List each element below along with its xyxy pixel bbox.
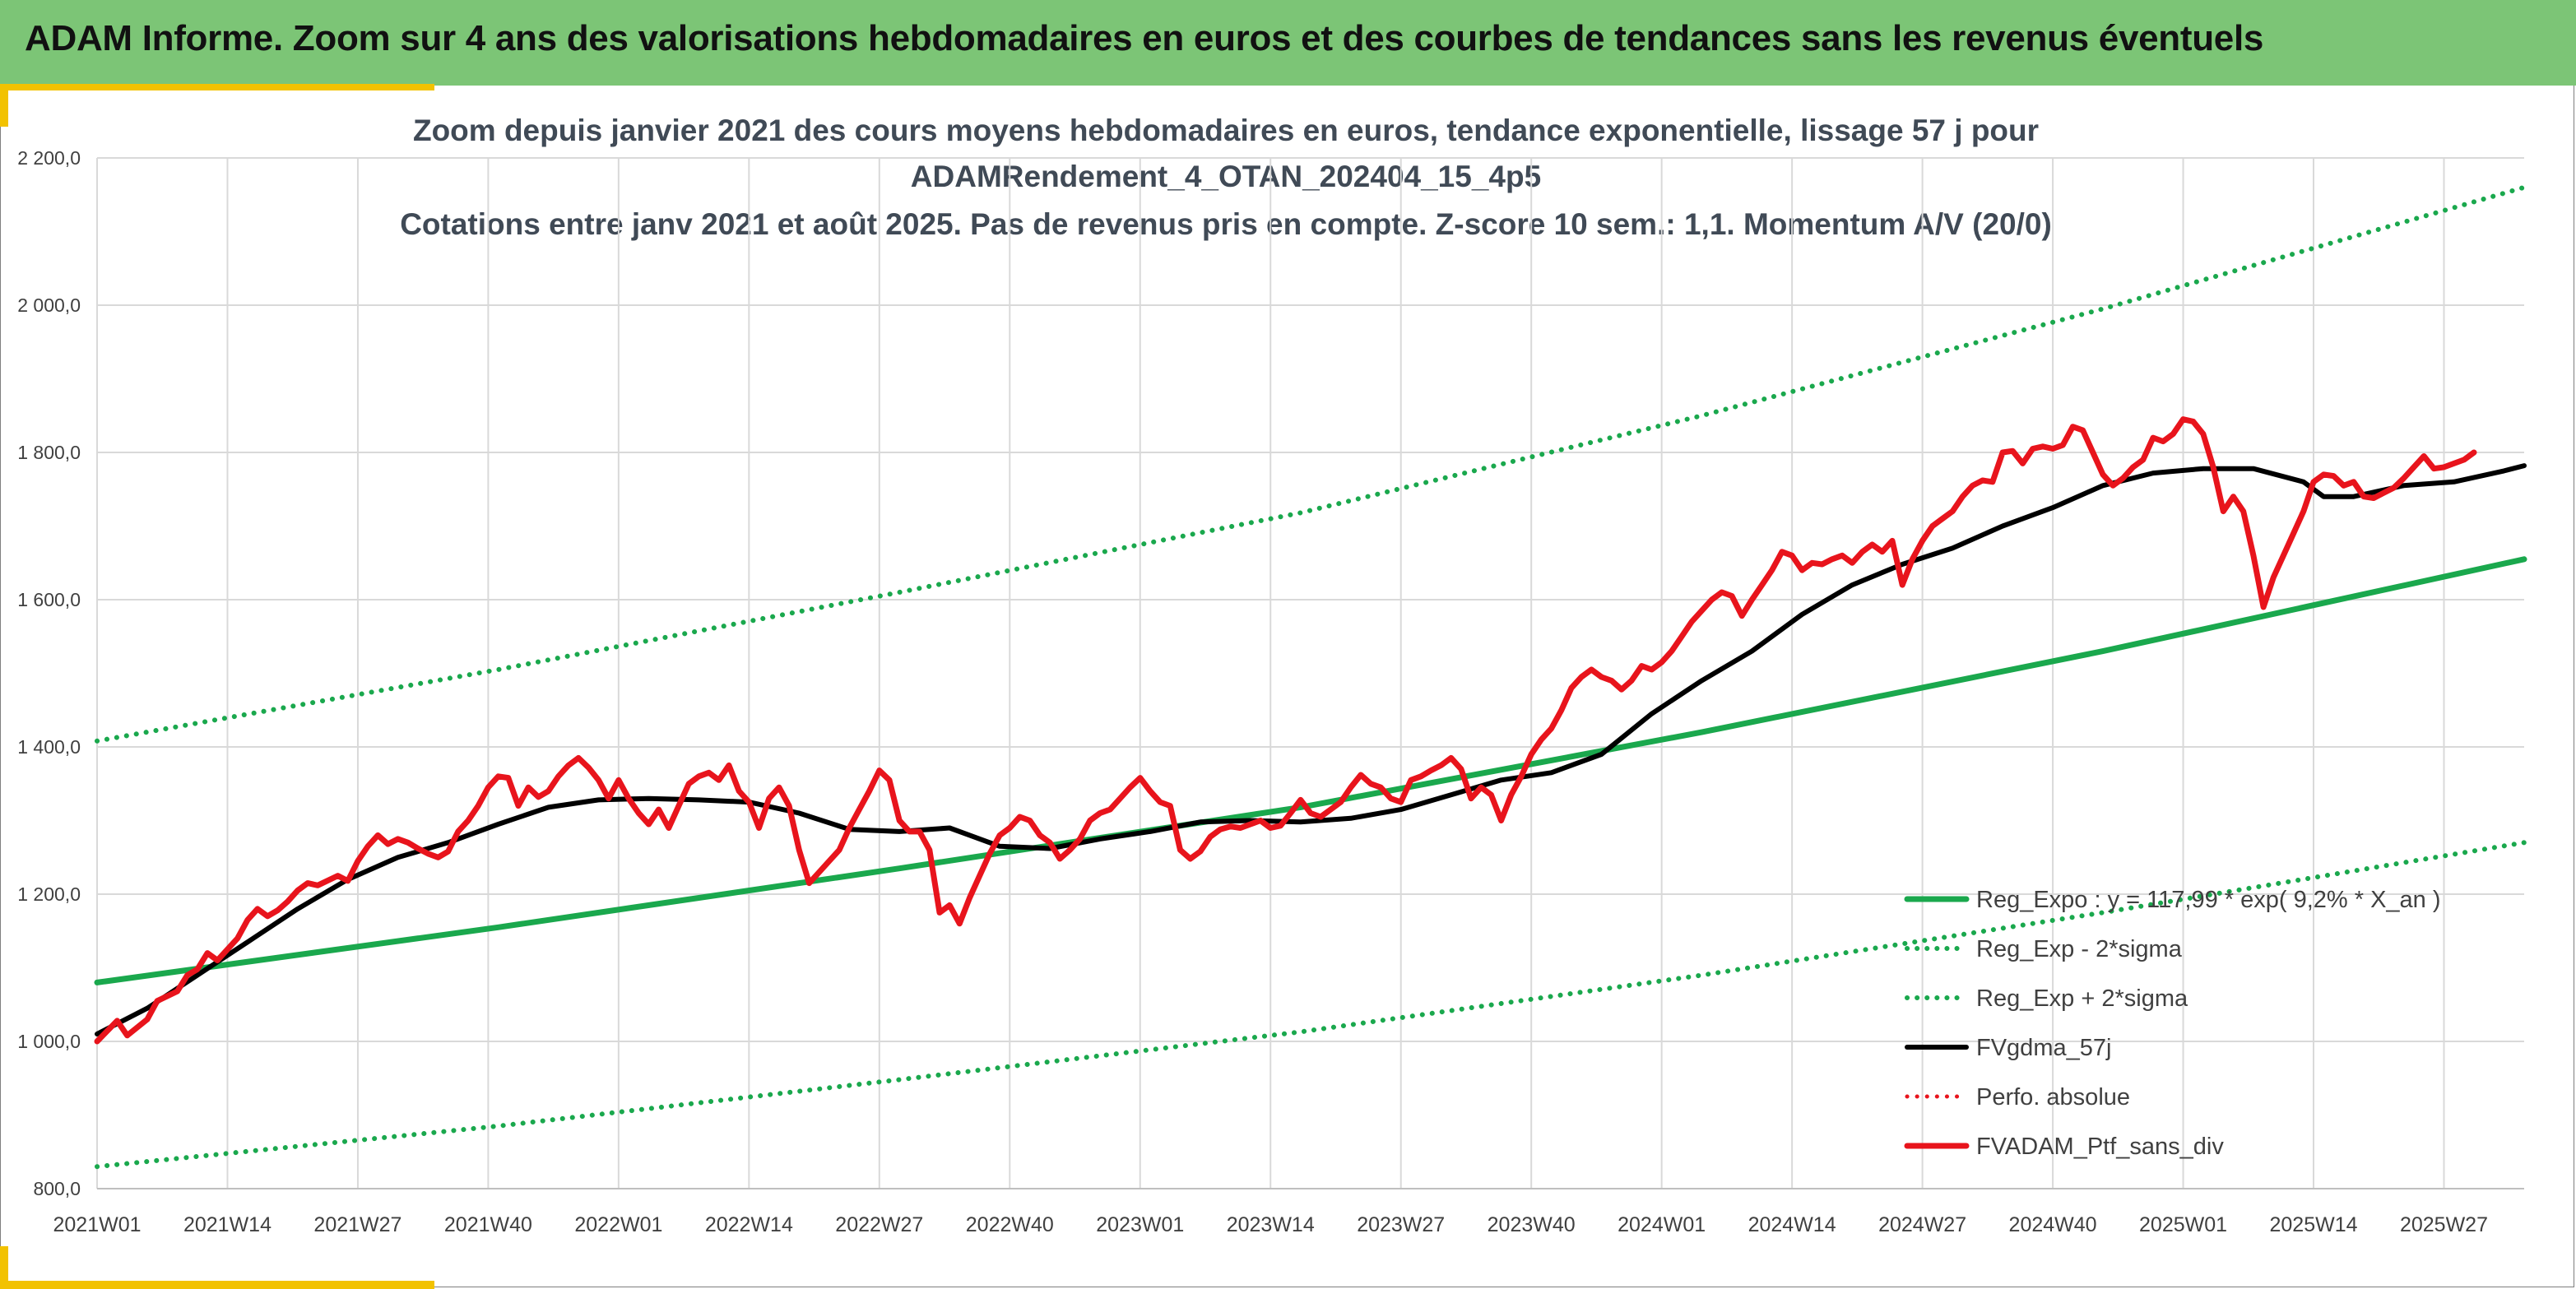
accent-bar-bottom-left (0, 1246, 8, 1289)
x-tick-label: 2021W27 (313, 1213, 401, 1236)
x-tick-label: 2024W01 (1618, 1213, 1706, 1236)
x-tick-label: 2022W40 (966, 1213, 1054, 1236)
series-line-5 (94, 416, 2477, 1045)
y-tick-label: 1 200,0 (17, 883, 81, 905)
chart-title-line-1: Zoom depuis janvier 2021 des cours moyen… (412, 114, 2040, 147)
accent-bar-left (0, 84, 8, 127)
x-tick-label: 2025W14 (2269, 1213, 2357, 1236)
x-tick-label: 2022W01 (574, 1213, 662, 1236)
legend-label: Reg_Exp - 2*sigma (1976, 936, 2183, 962)
chart-title-line-2: ADAMRendement_4_OTAN_202404_15_4p5 (910, 160, 1542, 193)
x-tick-label: 2023W14 (1227, 1213, 1315, 1236)
accent-bar-top (0, 84, 434, 90)
series-line-0 (94, 556, 2527, 985)
header-banner: ADAM Informe. Zoom sur 4 ans des valoris… (0, 0, 2576, 86)
y-tick-label: 2 200,0 (17, 147, 81, 169)
y-tick-label: 1 000,0 (17, 1031, 81, 1052)
x-tick-label: 2025W01 (2139, 1213, 2227, 1236)
y-tick-label: 1 800,0 (17, 442, 81, 463)
y-tick-label: 2 000,0 (17, 294, 81, 316)
x-tick-label: 2021W14 (183, 1213, 272, 1236)
x-tick-label: 2022W27 (835, 1213, 923, 1236)
series-line-3 (95, 463, 2527, 1036)
banner-title: ADAM Informe. Zoom sur 4 ans des valoris… (25, 18, 2264, 58)
x-tick-label: 2024W14 (1748, 1213, 1836, 1236)
legend-label: Reg_Exp + 2*sigma (1976, 985, 2188, 1012)
x-tick-label: 2021W40 (444, 1213, 532, 1236)
x-tick-label: 2023W27 (1357, 1213, 1445, 1236)
y-tick-label: 1 400,0 (17, 736, 81, 758)
series-line-1 (95, 840, 2527, 1170)
y-tick-label: 1 600,0 (17, 589, 81, 610)
x-tick-label: 2025W27 (2400, 1213, 2488, 1236)
legend-label: FVADAM_Ptf_sans_div (1976, 1134, 2224, 1160)
x-tick-label: 2023W40 (1488, 1213, 1576, 1236)
x-tick-label: 2023W01 (1096, 1213, 1184, 1236)
legend-label: Perfo. absolue (1976, 1084, 2130, 1110)
legend-label: Reg_Expo : y = 117,99 * exp( 9,2% * X_an… (1976, 887, 2441, 913)
x-tick-label: 2024W40 (2009, 1213, 2097, 1236)
x-tick-label: 2022W14 (705, 1213, 793, 1236)
x-tick-label: 2024W27 (1878, 1213, 1966, 1236)
legend-label: FVgdma_57j (1976, 1035, 2111, 1061)
x-tick-label: 2021W01 (53, 1213, 141, 1236)
accent-bar-bottom (0, 1281, 434, 1289)
y-tick-label: 800,0 (33, 1178, 81, 1199)
chart-title-line-3: Cotations entre janv 2021 et août 2025. … (400, 207, 2052, 241)
series-line-2 (95, 184, 2527, 744)
